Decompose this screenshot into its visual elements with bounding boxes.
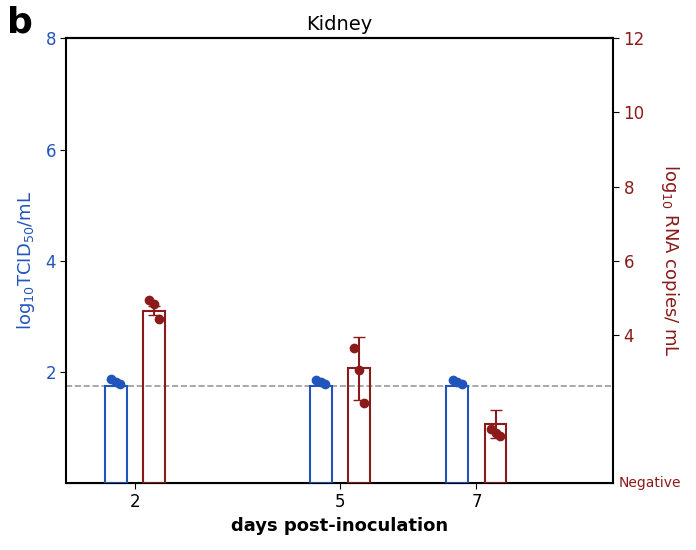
Bar: [143, 311, 165, 483]
Bar: [348, 368, 370, 483]
Y-axis label: log$_{10}$TCID$_{50}$/mL: log$_{10}$TCID$_{50}$/mL: [15, 191, 37, 330]
Title: Kidney: Kidney: [307, 15, 373, 34]
X-axis label: days post-inoculation: days post-inoculation: [231, 517, 448, 535]
Bar: [310, 386, 331, 483]
Text: b: b: [7, 6, 33, 40]
Bar: [104, 386, 127, 483]
Text: Negative: Negative: [619, 476, 681, 490]
Bar: [484, 424, 507, 483]
Bar: [446, 386, 468, 483]
Y-axis label: log$_{10}$ RNA copies/ mL: log$_{10}$ RNA copies/ mL: [658, 164, 681, 357]
